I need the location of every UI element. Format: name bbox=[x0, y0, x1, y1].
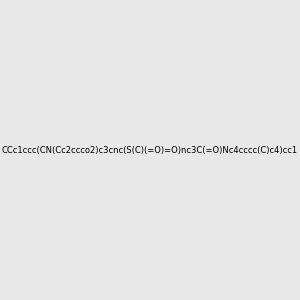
Text: CCc1ccc(CN(Cc2ccco2)c3cnc(S(C)(=O)=O)nc3C(=O)Nc4cccc(C)c4)cc1: CCc1ccc(CN(Cc2ccco2)c3cnc(S(C)(=O)=O)nc3… bbox=[2, 146, 298, 154]
